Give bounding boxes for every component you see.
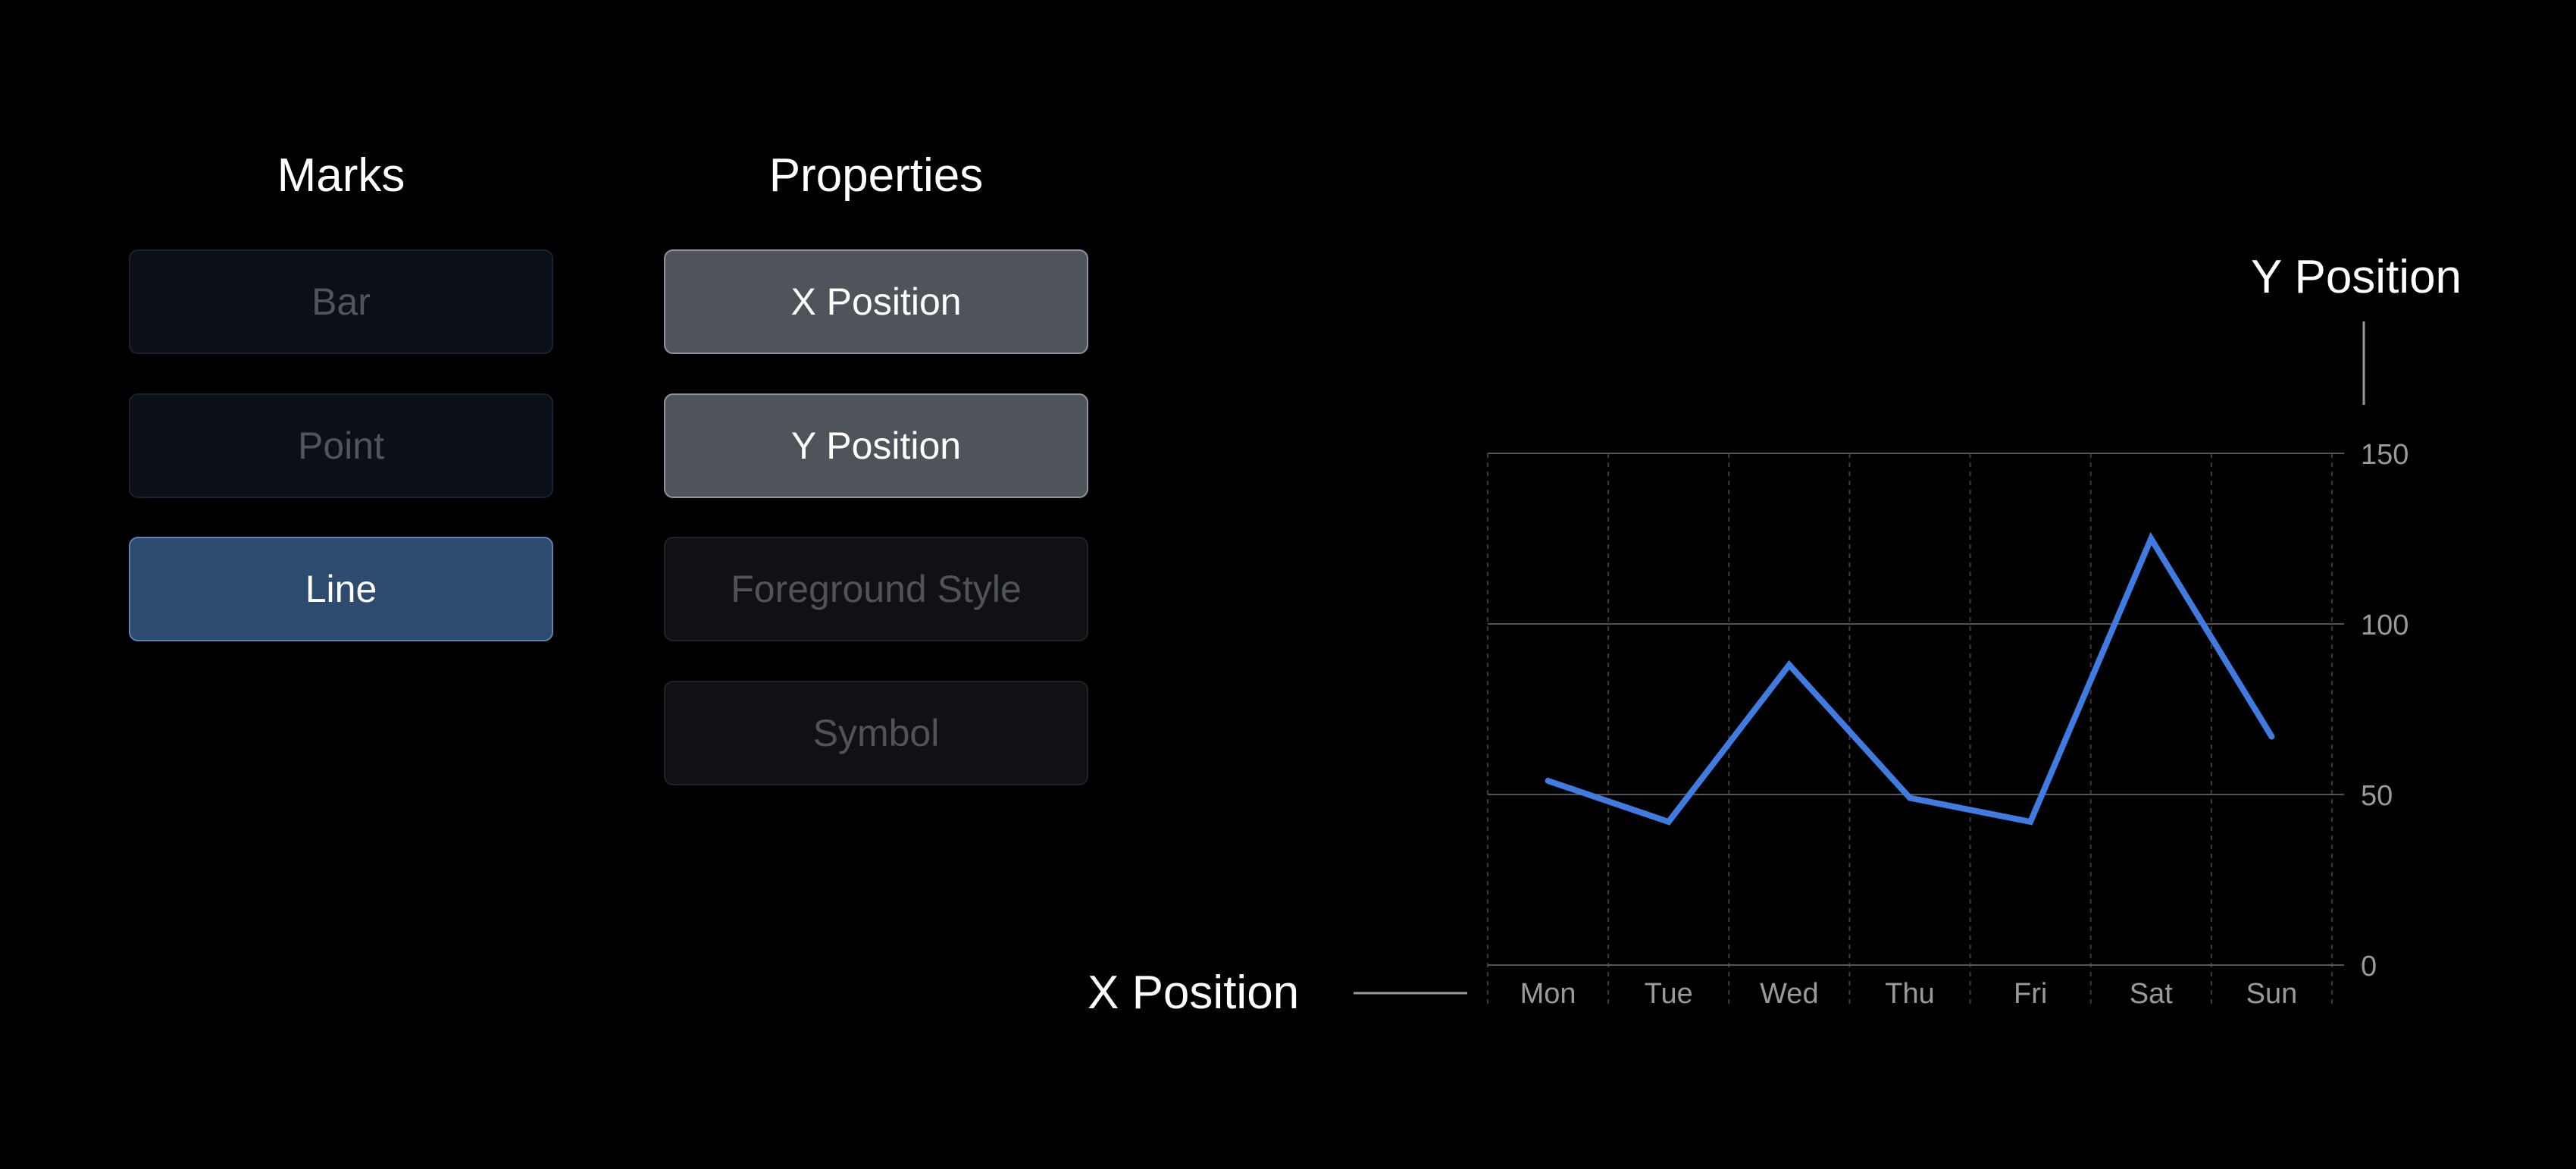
chart-ticks: 0 50 100 150 Mon Tue Wed Thu Fri Sat Sun [1520, 439, 2409, 1010]
x-tick-label: Tue [1645, 978, 1693, 1010]
property-foreground-style-button[interactable]: Foreground Style [664, 537, 1088, 641]
x-tick-label: Sun [2246, 978, 2298, 1010]
property-symbol-button[interactable]: Symbol [664, 681, 1088, 785]
properties-heading: Properties [768, 149, 984, 202]
x-tick-label: Mon [1520, 978, 1576, 1010]
mark-bar-button[interactable]: Bar [129, 249, 553, 354]
y-position-callout: Y Position [2251, 251, 2462, 303]
x-tick-label: Thu [1885, 978, 1934, 1010]
property-y-position-button[interactable]: Y Position [664, 393, 1088, 498]
x-tick-label: Sat [2130, 978, 2173, 1010]
y-tick-label: 150 [2361, 439, 2409, 471]
x-tick-label: Wed [1760, 978, 1818, 1010]
x-tick-label: Fri [2014, 978, 2047, 1010]
chart-series [1545, 531, 2275, 826]
chart-grid [1487, 453, 2344, 1004]
x-position-callout: X Position [1088, 967, 1300, 1019]
y-tick-label: 100 [2361, 610, 2409, 641]
mark-point-button[interactable]: Point [129, 393, 553, 498]
y-tick-label: 50 [2361, 780, 2393, 812]
marks-heading: Marks [277, 149, 405, 202]
property-x-position-button[interactable]: X Position [664, 249, 1088, 354]
y-tick-label: 0 [2361, 951, 2377, 983]
series-line [1545, 531, 2275, 826]
mark-line-button[interactable]: Line [129, 537, 553, 641]
